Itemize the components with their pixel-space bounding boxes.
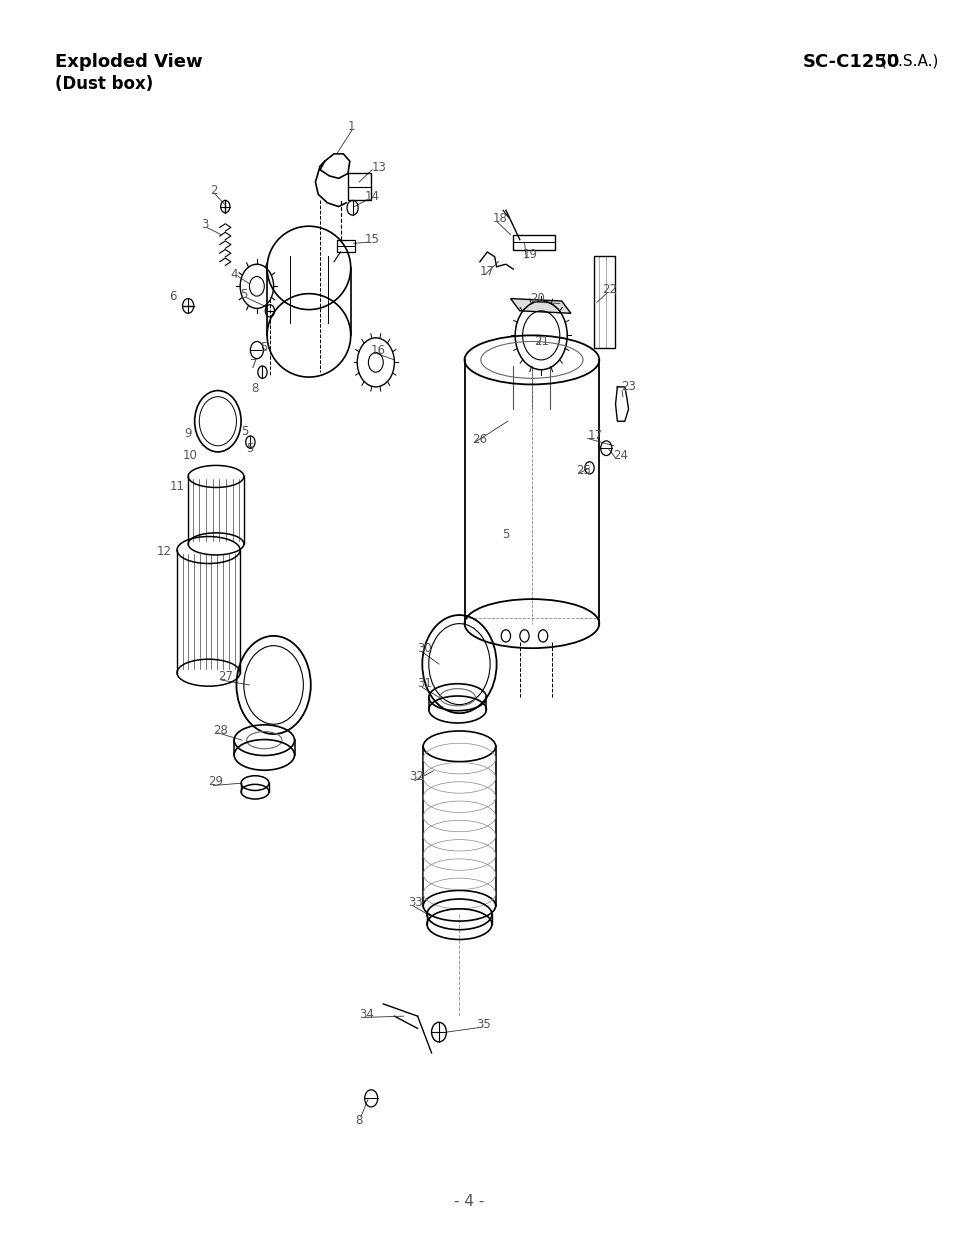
Text: 5: 5: [260, 341, 268, 354]
Text: 20: 20: [530, 291, 544, 305]
Text: 11: 11: [170, 479, 184, 493]
Text: 19: 19: [522, 248, 537, 261]
Bar: [594, 256, 614, 347]
Text: 33: 33: [408, 895, 422, 909]
Text: 12: 12: [156, 545, 172, 558]
Text: 1: 1: [348, 120, 355, 133]
Text: (Dust box): (Dust box): [55, 75, 153, 94]
Text: 7: 7: [250, 358, 257, 372]
Text: 22: 22: [602, 284, 617, 296]
Text: 5: 5: [501, 527, 509, 541]
Text: 14: 14: [364, 190, 379, 204]
Text: 27: 27: [217, 669, 233, 683]
Text: 9: 9: [184, 427, 192, 440]
Text: 17: 17: [587, 430, 602, 442]
Text: 8: 8: [355, 1114, 362, 1126]
Polygon shape: [510, 299, 570, 314]
Text: 15: 15: [364, 233, 379, 246]
Text: (U.S.A.): (U.S.A.): [875, 53, 937, 68]
Bar: [513, 235, 555, 249]
Text: 34: 34: [358, 1009, 374, 1021]
Text: 8: 8: [251, 382, 258, 395]
Text: 30: 30: [417, 642, 432, 655]
Text: 2: 2: [211, 184, 217, 198]
Text: 28: 28: [213, 724, 228, 737]
Text: SC-C1250: SC-C1250: [802, 53, 900, 72]
Text: 5: 5: [240, 289, 247, 301]
Text: 26: 26: [472, 433, 487, 446]
Text: 18: 18: [493, 212, 507, 225]
Text: 23: 23: [620, 380, 636, 394]
Text: Exploded View: Exploded View: [55, 53, 203, 72]
Text: - 4 -: - 4 -: [453, 1194, 483, 1209]
Text: 5: 5: [241, 425, 248, 437]
Text: 29: 29: [209, 776, 223, 788]
Text: 13: 13: [372, 161, 387, 174]
Text: 10: 10: [182, 450, 197, 462]
Text: 25: 25: [576, 464, 591, 477]
Text: 31: 31: [416, 677, 431, 690]
Text: 16: 16: [370, 343, 385, 357]
Text: 35: 35: [476, 1018, 491, 1031]
Bar: [336, 240, 355, 252]
Text: 4: 4: [231, 268, 238, 280]
Text: 17: 17: [479, 266, 495, 278]
Text: 6: 6: [170, 290, 177, 303]
Text: 3: 3: [201, 219, 209, 231]
Text: 21: 21: [534, 335, 548, 348]
Text: 5: 5: [246, 442, 253, 454]
Text: 32: 32: [409, 771, 424, 783]
Bar: [348, 173, 371, 200]
Text: 24: 24: [612, 450, 627, 462]
